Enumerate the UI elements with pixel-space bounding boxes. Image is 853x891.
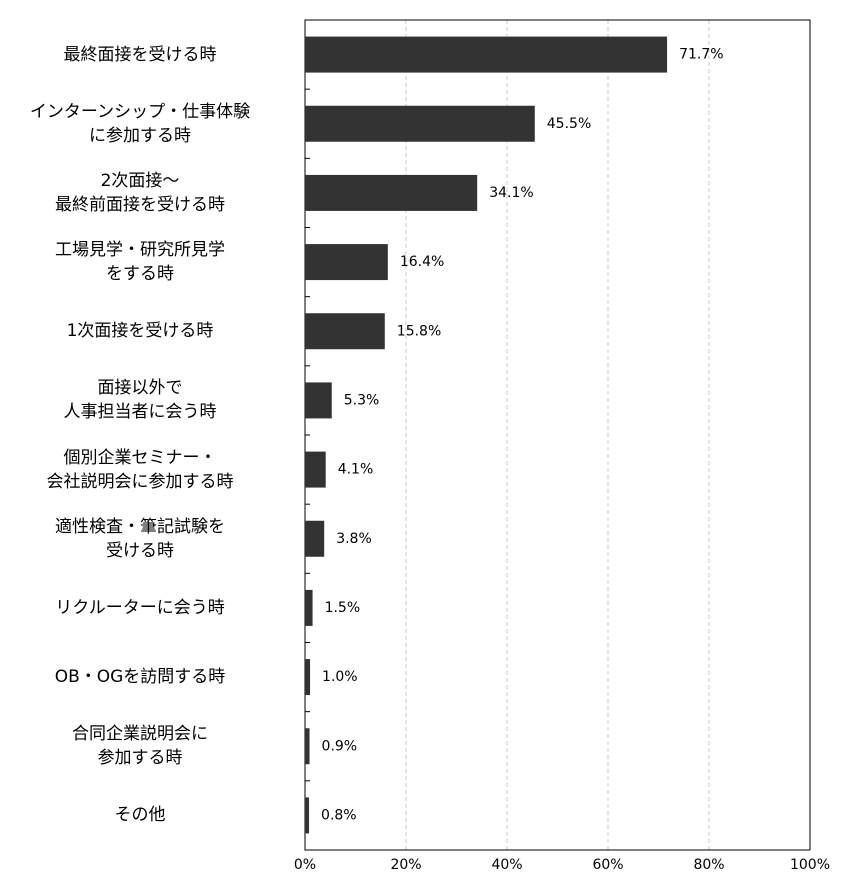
- x-tick-label: 40%: [491, 857, 522, 873]
- value-label: 34.1%: [489, 185, 533, 201]
- value-label: 3.8%: [336, 531, 372, 547]
- value-label: 1.0%: [322, 669, 358, 685]
- value-label: 0.9%: [322, 738, 358, 754]
- category-label: その他: [114, 805, 166, 826]
- value-label: 5.3%: [344, 392, 380, 408]
- category-label: 個別企業セミナー・ 会社説明会に参加する時: [46, 447, 234, 492]
- category-label: 2次面接～ 最終前面接を受ける時: [55, 170, 225, 215]
- x-tick-label: 0%: [294, 857, 316, 873]
- bar: [305, 659, 311, 696]
- category-label: 適性検査・筆記試験を 受ける時: [55, 516, 225, 561]
- bar: [305, 520, 325, 557]
- category-label: 合同企業説明会に 参加する時: [72, 724, 208, 769]
- x-tick-label: 80%: [693, 857, 724, 873]
- bar: [305, 36, 668, 73]
- bar: [305, 451, 326, 488]
- value-label: 1.5%: [325, 600, 361, 616]
- value-label: 45.5%: [547, 116, 591, 132]
- x-tick-label: 60%: [592, 857, 623, 873]
- bar: [305, 589, 313, 626]
- x-tick-label: 100%: [790, 857, 830, 873]
- value-label: 15.8%: [397, 323, 441, 339]
- bar: [305, 313, 385, 350]
- bar: [305, 382, 332, 419]
- bar: [305, 244, 388, 281]
- value-label: 4.1%: [338, 462, 374, 478]
- bar: [305, 797, 310, 834]
- bar: [305, 728, 310, 765]
- category-label: 1次面接を受ける時: [66, 321, 214, 342]
- category-label: 面接以外で 人事担当者に会う時: [63, 378, 217, 423]
- bar: [305, 174, 478, 211]
- category-label: OB・OGを訪問する時: [54, 667, 226, 688]
- value-label: 16.4%: [400, 254, 444, 270]
- category-label: 最終面接を受ける時: [63, 44, 217, 65]
- value-label: 71.7%: [679, 47, 723, 63]
- category-label: リクルーターに会う時: [55, 597, 225, 618]
- category-label: インターンシップ・仕事体験 に参加する時: [29, 101, 251, 146]
- value-label: 0.8%: [321, 807, 357, 823]
- x-tick-label: 20%: [390, 857, 421, 873]
- bar: [305, 105, 535, 142]
- plot-border: [304, 19, 811, 851]
- category-label: 工場見学・研究所見学 をする時: [55, 240, 225, 285]
